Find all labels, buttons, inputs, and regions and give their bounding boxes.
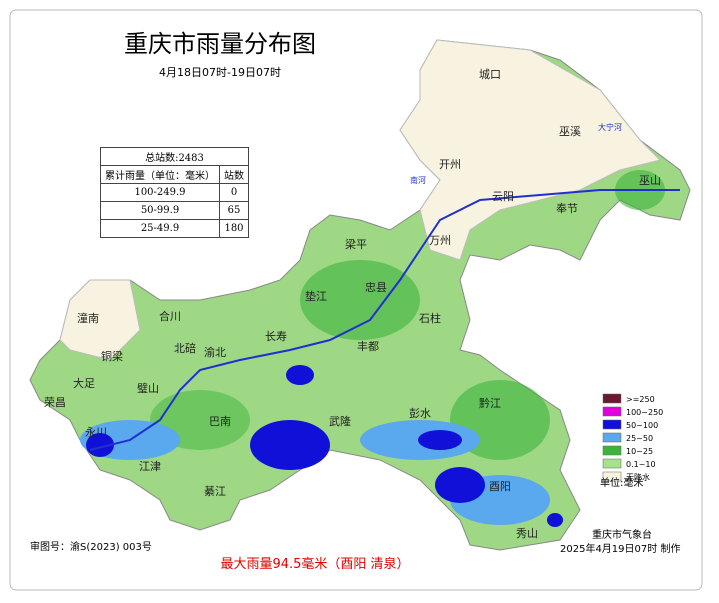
- place-label: 潼南: [77, 311, 99, 325]
- table-row: 50-99.9 65: [100, 201, 249, 220]
- legend-label: 0.1~10: [626, 460, 656, 469]
- issued-time: 2025年4月19日07时 制作: [560, 542, 680, 555]
- place-label: 武隆: [329, 414, 351, 428]
- legend-unit: 单位:毫米: [600, 476, 643, 489]
- place-label: 云阳: [492, 190, 514, 203]
- place-label: 巫溪: [559, 125, 581, 138]
- place-label: 梁平: [345, 237, 367, 251]
- legend-label: 25~50: [626, 434, 653, 443]
- place-label: 丰都: [357, 340, 379, 353]
- place-label: 奉节: [556, 201, 578, 215]
- place-label: 大足: [73, 376, 95, 390]
- place-label: 彭水: [409, 406, 431, 420]
- place-label: 开州: [439, 158, 461, 171]
- legend-swatch: [602, 393, 622, 404]
- place-label: 万州: [429, 234, 451, 247]
- table-header: 总站数:2483: [100, 147, 249, 166]
- legend-label: 10~25: [626, 447, 653, 456]
- table-header-row: 总站数:2483: [100, 147, 249, 166]
- legend-swatch: [602, 458, 622, 469]
- legend-swatch: [602, 419, 622, 430]
- legend-swatch: [602, 432, 622, 443]
- column-header: 站数: [219, 165, 249, 184]
- table-cell: 65: [219, 201, 249, 220]
- place-label: 荣昌: [44, 396, 66, 409]
- max-rain: 最大雨量94.5毫米（酉阳 清泉）: [220, 556, 409, 572]
- table-row: 100-249.9 0: [100, 183, 249, 202]
- legend: >=250 100~250 50~100 25~50 10~25 0.1~10 无降水: [602, 393, 663, 482]
- river: [89, 189, 680, 451]
- place-label: 渝北: [204, 345, 226, 359]
- approval-number: 审图号：渝S(2023) 003号: [30, 540, 152, 553]
- subtitle: 4月18日07时-19日07时: [159, 66, 281, 79]
- river-label: 南河: [410, 175, 426, 185]
- station-table: 总站数:2483 累计雨量（单位：毫米） 站数 100-249.9 0 50-99.9 65…: [100, 147, 249, 238]
- legend-label: >=250: [626, 395, 655, 404]
- issuer: 重庆市气象台: [592, 528, 652, 541]
- place-label: 巫山: [639, 174, 661, 187]
- river-label: 大宁河: [598, 122, 622, 132]
- place-label: 垫江: [305, 289, 327, 303]
- place-label: 长寿: [265, 329, 287, 343]
- legend-label: 100~250: [626, 408, 663, 417]
- column-header: 累计雨量（单位：毫米）: [100, 165, 220, 184]
- table-cell: 50-99.9: [100, 201, 220, 220]
- table-columns-row: 累计雨量（单位：毫米） 站数: [100, 165, 249, 184]
- legend-swatch: [602, 445, 622, 456]
- legend-label: 50~100: [626, 421, 658, 430]
- place-label: 北碚: [174, 341, 196, 355]
- legend-swatch: [602, 471, 622, 482]
- place-label: 城口: [479, 68, 501, 81]
- place-label: 璧山: [137, 381, 159, 395]
- place-label: 石柱: [419, 311, 441, 325]
- place-label: 秀山: [516, 527, 538, 540]
- place-label: 黔江: [479, 396, 501, 410]
- table-cell: 100-249.9: [100, 183, 220, 202]
- table-cell: 25-49.9: [100, 219, 220, 238]
- place-label: 永川: [85, 425, 107, 439]
- place-label: 酉阳: [489, 480, 511, 493]
- place-label: 江津: [139, 460, 161, 473]
- title: 重庆市雨量分布图: [124, 30, 316, 58]
- table-cell: 180: [219, 219, 249, 238]
- table-row: 25-49.9 180: [100, 219, 249, 238]
- table-cell: 0: [219, 183, 249, 202]
- place-label: 合川: [159, 309, 181, 323]
- legend-label: 无降水: [626, 472, 650, 482]
- legend-swatch: [602, 406, 622, 417]
- place-label: 铜梁: [101, 349, 123, 363]
- region-dry: [59, 279, 141, 361]
- place-label: 巴南: [209, 415, 231, 428]
- place-label: 忠县: [365, 281, 387, 294]
- place-label: 綦江: [204, 485, 226, 498]
- region-dry: [399, 39, 661, 261]
- rain-patches: [80, 170, 665, 527]
- place-labels: 城口 巫溪 开州 云阳 奉节 巫山 梁平 万州 垫江 忠县 石柱 潼南 合川 铜…: [44, 68, 661, 540]
